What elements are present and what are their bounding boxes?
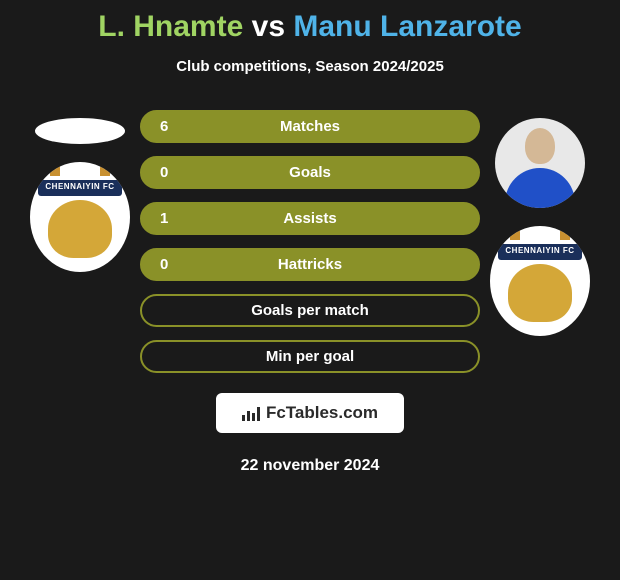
player-right-name: Manu Lanzarote [293, 10, 521, 43]
vs-text: vs [252, 10, 285, 43]
trophy-icon [490, 230, 590, 242]
stat-row-hattricks: 0 Hattricks [140, 248, 480, 281]
club-left-name: CHENNAIYIN FC [45, 182, 114, 191]
left-column: CHENNAIYIN FC [20, 118, 140, 272]
player-left-club-logo: CHENNAIYIN FC [30, 162, 130, 272]
stats-bars: 6 Matches 0 Goals 1 Assists 0 Hattricks … [140, 110, 480, 373]
stat-label: Min per goal [142, 348, 478, 365]
brand-text: FcTables.com [266, 403, 378, 423]
player-left-avatar [35, 118, 125, 144]
club-right-name: CHENNAIYIN FC [505, 246, 574, 255]
main-area: CHENNAIYIN FC 6 Matches 0 Goals 1 Assist… [0, 110, 620, 373]
stat-label: Assists [142, 210, 478, 227]
stat-label: Matches [142, 118, 478, 135]
date-text: 22 november 2024 [241, 457, 380, 475]
stat-label: Goals per match [142, 302, 478, 319]
player-left-name: L. Hnamte [98, 10, 243, 43]
stat-label: Hattricks [142, 256, 478, 273]
fctables-link[interactable]: FcTables.com [216, 393, 404, 433]
stat-row-goals: 0 Goals [140, 156, 480, 189]
trophy-icon [30, 166, 130, 178]
stat-label: Goals [142, 164, 478, 181]
stat-row-min-per-goal: Min per goal [140, 340, 480, 373]
bar-chart-icon [242, 405, 260, 421]
stat-row-matches: 6 Matches [140, 110, 480, 143]
player-right-club-logo: CHENNAIYIN FC [490, 226, 590, 336]
page-title: L. Hnamte vs Manu Lanzarote [98, 10, 521, 44]
stat-row-goals-per-match: Goals per match [140, 294, 480, 327]
comparison-card: L. Hnamte vs Manu Lanzarote Club competi… [0, 0, 620, 580]
player-right-avatar [495, 118, 585, 208]
right-column: CHENNAIYIN FC [480, 118, 600, 336]
stat-row-assists: 1 Assists [140, 202, 480, 235]
subtitle: Club competitions, Season 2024/2025 [176, 58, 444, 75]
